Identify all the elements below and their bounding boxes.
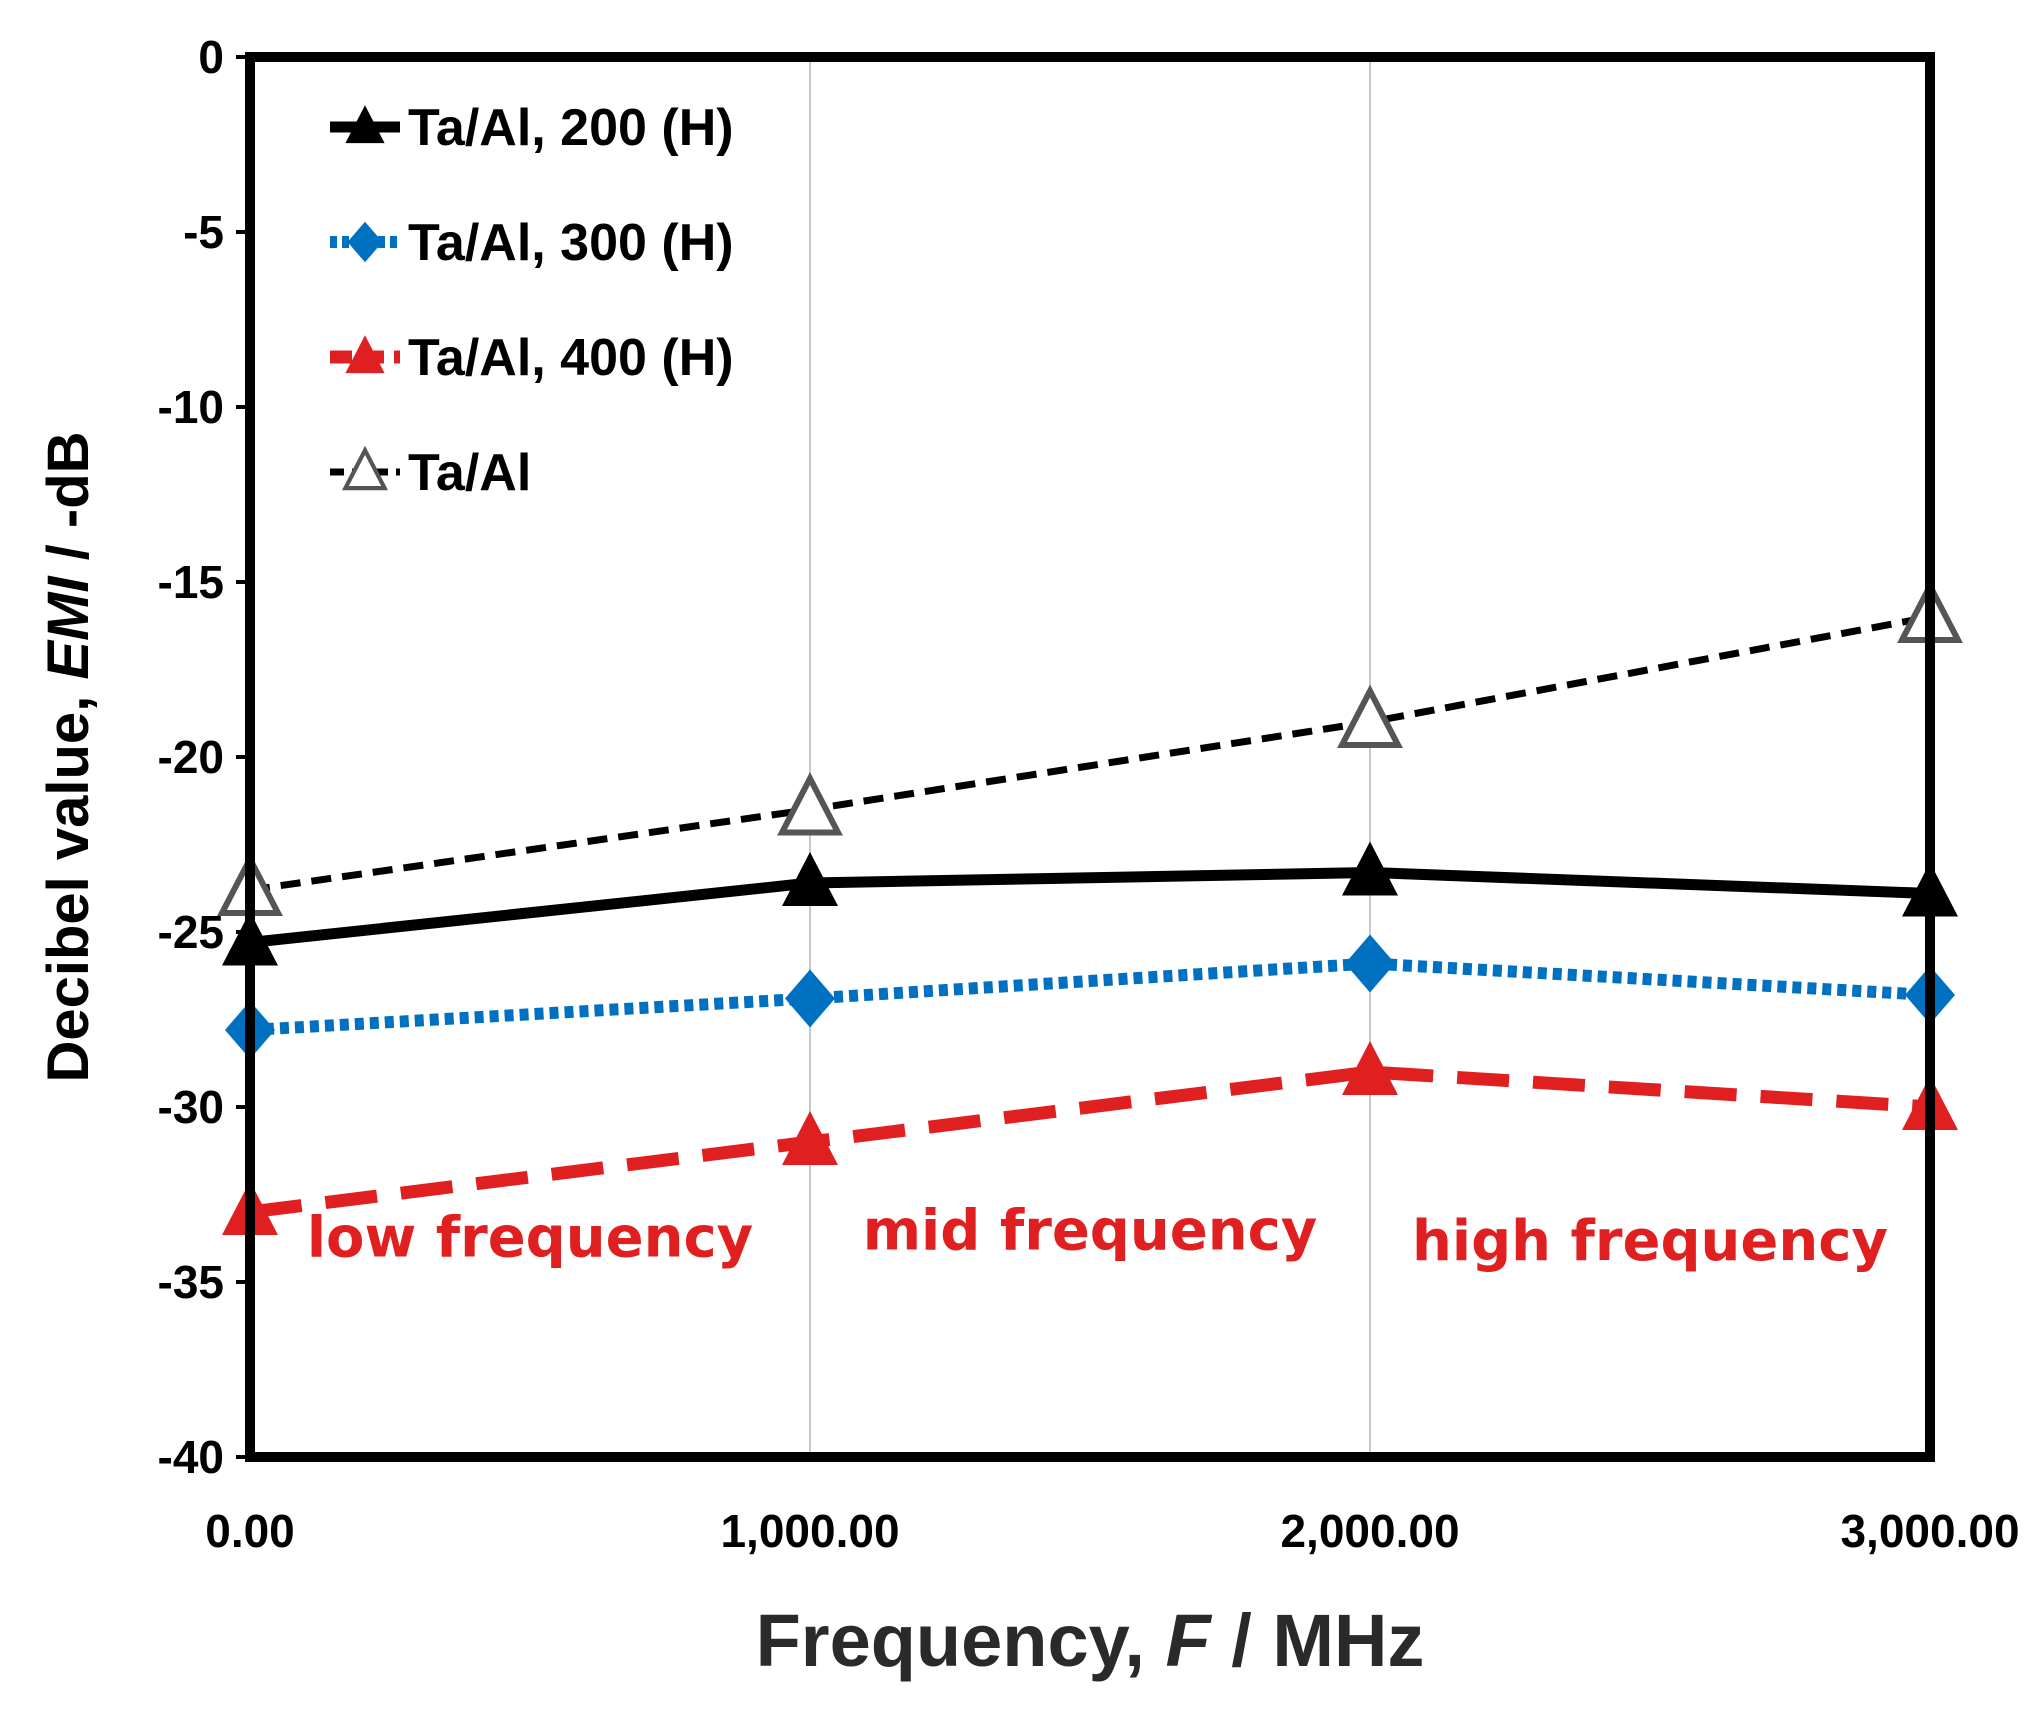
legend-label: Ta/Al, 400 (H) [408,329,734,387]
y-tick-label: -5 [183,206,224,258]
x-tick-label: 3,000.00 [1840,1505,2019,1557]
legend-label: Ta/Al, 200 (H) [408,99,734,157]
legend-marker [341,445,389,491]
series-line [249,1065,1931,1219]
x-tick-label: 0.00 [205,1505,295,1557]
legend-label: Ta/Al, 300 (H) [408,214,734,272]
legend-item-0: Ta/Al, 200 (H) [330,99,734,157]
annotation-label: low frequency [307,1206,753,1271]
data-point [777,771,843,836]
x-tick-label: 2,000.00 [1280,1505,1459,1557]
data-point [1342,1041,1398,1095]
y-axis-ticks: 0 -5 -10 -15 -20 -25 -30 -35 -40 [158,31,250,1483]
y-tick-label: -25 [158,906,224,958]
data-point [785,969,835,1028]
annotation-label: mid frequency [863,1199,1318,1264]
legend-label: Ta/Al [408,444,531,502]
legend-marker [347,221,383,263]
y-tick-label: 0 [198,31,224,83]
y-tick-label: -30 [158,1081,224,1133]
series-line [249,957,1931,1036]
series-line [249,867,1931,948]
legend-item-2: Ta/Al, 400 (H) [330,329,734,387]
annotation-label: high frequency [1412,1209,1888,1274]
legend-item-3: Ta/Al [330,444,531,502]
data-point [1337,684,1403,748]
y-tick-label: -20 [158,731,224,783]
y-tick-label: -35 [158,1256,224,1308]
y-tick-label: -15 [158,556,224,608]
data-point [1345,934,1395,993]
x-axis-label: Frequency, F / MHz [756,1599,1425,1682]
series-line [249,613,1931,894]
data-point [782,852,838,906]
data-point [782,1111,838,1165]
series-layer [217,579,1963,1235]
legend-item-1: Ta/Al, 300 (H) [330,214,734,272]
y-tick-label: -10 [158,381,224,433]
legend-marker [345,335,385,374]
y-tick-label: -40 [158,1431,224,1483]
series-3 [217,579,1963,916]
grid-lines [809,57,1371,1457]
x-tick-label: 1,000.00 [720,1505,899,1557]
series-1 [225,934,1955,1059]
x-axis-ticks: 0.00 1,000.00 2,000.00 3,000.00 [205,1505,2019,1557]
data-point [1342,841,1398,896]
annotations: low frequency mid frequency high frequency [307,1199,1888,1275]
legend: Ta/Al, 200 (H) Ta/Al, 300 (H) Ta/Al, 400 (… [330,99,734,502]
legend-marker [345,105,385,144]
y-axis-label: Decibel value, EMI / -dB [36,431,101,1082]
